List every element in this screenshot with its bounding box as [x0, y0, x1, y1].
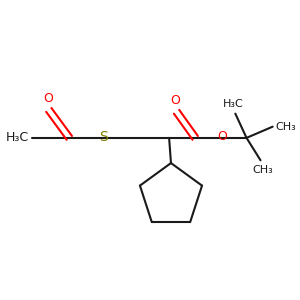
Text: O: O	[43, 92, 53, 105]
Text: O: O	[171, 94, 181, 107]
Text: S: S	[100, 130, 108, 144]
Text: CH₃: CH₃	[252, 165, 273, 175]
Text: O: O	[217, 130, 227, 143]
Text: H₃C: H₃C	[6, 131, 29, 144]
Text: H₃C: H₃C	[223, 99, 244, 109]
Text: CH₃: CH₃	[275, 122, 296, 132]
